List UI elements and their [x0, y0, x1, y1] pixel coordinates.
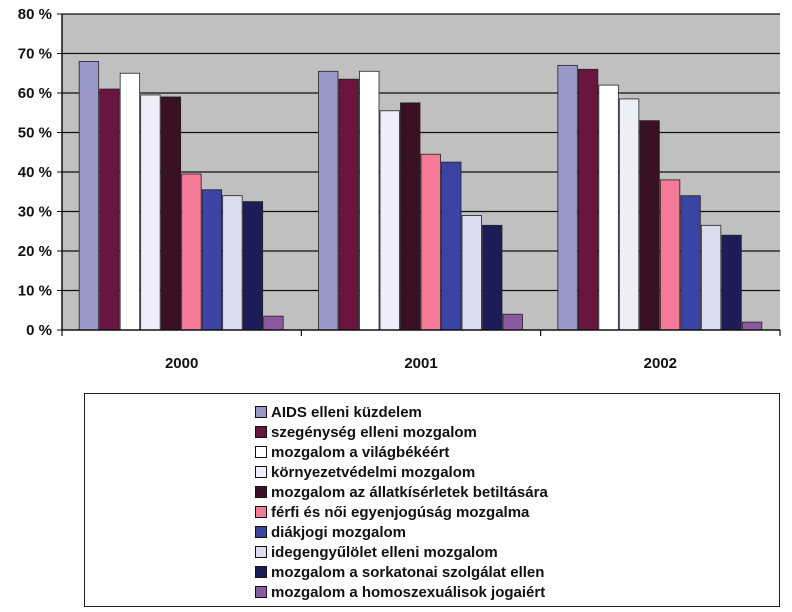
bar: mozgalom az állatkísérletek betiltására … — [400, 102, 421, 331]
y-tick-label: 40 % — [18, 164, 52, 181]
legend-item: diákjogi mozgalom — [255, 522, 548, 542]
bar: mozgalom az állatkísérletek betiltására … — [160, 96, 182, 331]
bar: szegénység elleni mozgalom 2002: 66 % — [577, 68, 599, 331]
legend-label: mozgalom az állatkísérletek betiltására — [271, 483, 548, 501]
legend-label: diákjogi mozgalom — [271, 523, 407, 541]
bar: mozgalom a sorkatonai szolgálat ellen 20… — [242, 201, 264, 331]
bar: diákjogi mozgalom 2001: 42.5 % — [441, 161, 462, 331]
legend-swatch — [255, 526, 267, 538]
legend-label: férfi és női egyenjogúság mozgalma — [271, 503, 530, 521]
y-tick-label: 60 % — [18, 85, 52, 102]
legend-list: AIDS elleni küzdelem szegénység elleni mo… — [255, 402, 548, 602]
y-tick-label: 80 % — [18, 6, 52, 23]
bar: férfi és női egyenjogúság mozgalma 2001:… — [420, 153, 441, 331]
bar: környezetvédelmi mozgalom 2001: 55.5 % — [379, 110, 400, 331]
bar: AIDS elleni küzdelem 2000: 68 % — [78, 61, 100, 331]
legend-swatch — [255, 466, 267, 478]
bar: mozgalom a világbékéért 2001: 65.5 % — [359, 70, 380, 331]
y-tick-label: 0 % — [26, 322, 52, 339]
bar: mozgalom a világbékéért 2000: 65 % — [119, 72, 141, 331]
legend-label: idegengyűlölet elleni mozgalom — [271, 543, 498, 561]
y-tick-label: 10 % — [18, 283, 52, 300]
bar: mozgalom a homoszexuálisok jogaiért 2002… — [741, 321, 763, 331]
legend-swatch — [255, 446, 267, 458]
bar: mozgalom a sorkatonai szolgálat ellen 20… — [482, 224, 503, 331]
bar: férfi és női egyenjogúság mozgalma 2002:… — [659, 179, 681, 331]
legend-item: mozgalom a homoszexuálisok jogaiért — [255, 582, 548, 602]
legend: AIDS elleni küzdelem szegénység elleni mo… — [84, 393, 780, 607]
bar: AIDS elleni küzdelem 2002: 67 % — [557, 64, 578, 331]
legend-item: idegengyűlölet elleni mozgalom — [255, 542, 548, 562]
legend-label: mozgalom a homoszexuálisok jogaiért — [271, 583, 546, 601]
bar: mozgalom a homoszexuálisok jogaiért 2000… — [263, 315, 284, 331]
x-tick-label: 2002 — [644, 355, 677, 372]
legend-item: mozgalom az állatkísérletek betiltására — [255, 482, 548, 502]
legend-label: környezetvédelmi mozgalom — [271, 463, 476, 481]
legend-swatch — [255, 546, 267, 558]
legend-label: szegénység elleni mozgalom — [271, 423, 477, 441]
legend-swatch — [255, 486, 267, 498]
bar: környezetvédelmi mozgalom 2002: 58.5 % — [618, 98, 640, 331]
x-tick-label: 2000 — [165, 355, 198, 372]
legend-label: mozgalom a sorkatonai szolgálat ellen — [271, 563, 545, 581]
bar: férfi és női egyenjogúság mozgalma 2000:… — [181, 173, 202, 331]
legend-item: szegénység elleni mozgalom — [255, 422, 548, 442]
legend-swatch — [255, 566, 267, 578]
legend-item: mozgalom a világbékéért — [255, 442, 548, 462]
bar: idegengyűlölet elleni mozgalom 2001: 29 … — [461, 215, 482, 331]
bar: idegengyűlölet elleni mozgalom 2002: 26.… — [700, 224, 722, 331]
bar: mozgalom a homoszexuálisok jogaiért 2001… — [502, 313, 523, 331]
legend-item: mozgalom a sorkatonai szolgálat ellen — [255, 562, 548, 582]
y-tick-label: 50 % — [18, 125, 52, 142]
legend-swatch — [255, 586, 267, 598]
legend-label: AIDS elleni küzdelem — [271, 403, 422, 421]
bar: mozgalom a világbékéért 2002: 62 % — [598, 84, 619, 331]
bar: idegengyűlölet elleni mozgalom 2000: 34 … — [222, 195, 243, 331]
y-tick-label: 30 % — [18, 204, 52, 221]
legend-item: AIDS elleni küzdelem — [255, 402, 548, 422]
bar: mozgalom az állatkísérletek betiltására … — [639, 120, 660, 331]
legend-label: mozgalom a világbékéért — [271, 443, 450, 461]
bar-chart: AIDS elleni küzdelem 2000: 68 % AIDS elle… — [18, 6, 781, 372]
bar: AIDS elleni küzdelem 2001: 65.5 % — [318, 70, 339, 331]
x-tick-labels: 2000 2001 2002 — [165, 355, 677, 372]
axes — [61, 14, 781, 336]
bar: szegénység elleni mozgalom 2001: 63.5 % — [338, 78, 359, 331]
bar: szegénység elleni mozgalom 2000: 61 % — [99, 88, 120, 331]
legend-swatch — [255, 426, 267, 438]
bar: diákjogi mozgalom 2002: 34 % — [680, 195, 701, 331]
y-tick-labels: 0 % 10 % 20 % 30 % 40 % 50 % 60 % 70 % 80 % — [18, 6, 52, 339]
x-tick-label: 2001 — [404, 355, 437, 372]
bar: mozgalom a sorkatonai szolgálat ellen 20… — [721, 234, 742, 331]
y-tick-label: 20 % — [18, 243, 52, 260]
legend-swatch — [255, 506, 267, 518]
legend-item: környezetvédelmi mozgalom — [255, 462, 548, 482]
legend-swatch — [255, 406, 267, 418]
bar: diákjogi mozgalom 2000: 35.5 % — [201, 189, 223, 331]
legend-item: férfi és női egyenjogúság mozgalma — [255, 502, 548, 522]
y-tick-label: 70 % — [18, 46, 52, 63]
bar: környezetvédelmi mozgalom 2000: 59.5 % — [140, 94, 161, 331]
